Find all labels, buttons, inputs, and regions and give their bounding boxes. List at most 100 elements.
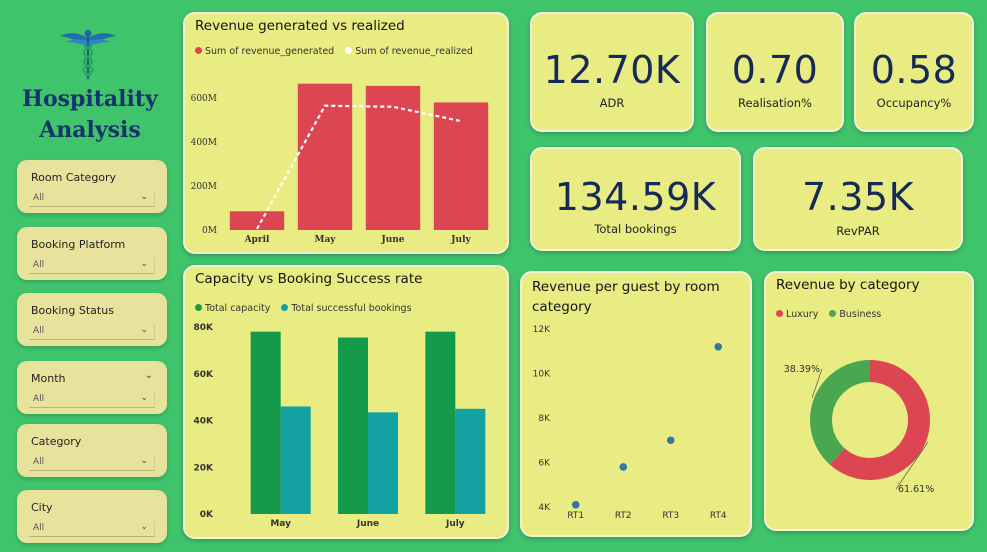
- y-tick-label: 20K: [194, 463, 215, 473]
- slicer-label: Room Category: [31, 171, 117, 184]
- chart-title: Revenue by category: [776, 277, 920, 293]
- caduceus-icon: [58, 24, 118, 80]
- slicer-value: All: [33, 394, 45, 404]
- slicer-dropdown[interactable]: All ⌄: [29, 324, 155, 340]
- brand-title: Hospitality Analysis: [10, 84, 170, 146]
- slicer-value: All: [33, 260, 45, 270]
- slicer-dropdown[interactable]: All ⌄: [29, 258, 155, 274]
- slicer-dropdown[interactable]: All ⌄: [29, 392, 155, 408]
- x-tick-label: May: [270, 519, 291, 529]
- slicer-room-category[interactable]: Room Category All ⌄: [17, 160, 167, 213]
- bar-successful-bookings: [368, 412, 398, 514]
- slicer-month[interactable]: Month ⌄ All ⌄: [17, 361, 167, 414]
- chevron-down-icon: ⌄: [140, 259, 148, 269]
- legend-item[interactable]: Sum of revenue_generated: [195, 46, 334, 57]
- bar-revenue-generated: [433, 102, 489, 230]
- slicer-label: City: [31, 501, 53, 514]
- kpi-card-occupancy[interactable]: 0.58 Occupancy%: [854, 12, 974, 132]
- legend-item[interactable]: Luxury: [776, 309, 818, 320]
- x-tick-label: RT4: [710, 511, 727, 521]
- donut-data-label: 61.61%: [898, 484, 934, 495]
- legend-item[interactable]: Total successful bookings: [281, 303, 412, 314]
- kpi-value: 134.59K: [554, 175, 717, 219]
- y-tick-label: 80K: [194, 323, 215, 333]
- scatter-point: [571, 500, 580, 509]
- chart-legend: Total capacity Total successful bookings: [195, 303, 420, 314]
- chart-title: Capacity vs Booking Success rate: [195, 271, 423, 287]
- donut-leader-line: [895, 441, 929, 490]
- slicer-category[interactable]: Category All ⌄: [17, 424, 167, 477]
- bar-revenue-generated: [297, 83, 353, 230]
- bar-total-capacity: [250, 331, 281, 514]
- kpi-card-revpar[interactable]: 7.35K RevPAR: [753, 147, 963, 251]
- y-tick-label: 10K: [533, 370, 551, 380]
- slicer-dropdown[interactable]: All ⌄: [29, 521, 155, 537]
- y-tick-label: 60K: [194, 370, 215, 380]
- slicer-dropdown[interactable]: All ⌄: [29, 455, 155, 471]
- x-tick-label: April: [244, 235, 270, 245]
- x-tick-label: RT2: [615, 511, 632, 521]
- scatter-point: [714, 343, 723, 351]
- bar-total-capacity: [338, 337, 368, 514]
- kpi-label: RevPAR: [836, 224, 880, 238]
- x-tick-label: RT3: [662, 511, 679, 521]
- revenue-chart-card[interactable]: Revenue generated vs realized Sum of rev…: [183, 12, 509, 254]
- scatter-point: [666, 436, 675, 445]
- kpi-value: 12.70K: [543, 48, 681, 92]
- donut-data-label: 38.39%: [784, 364, 820, 375]
- slicer-value: All: [33, 326, 45, 336]
- y-tick-label: 12K: [533, 325, 551, 335]
- y-tick-label: 40K: [194, 417, 215, 427]
- chevron-down-icon: ⌄: [140, 456, 148, 466]
- donut-leader-line: [811, 368, 823, 398]
- revenue-per-guest-card[interactable]: Revenue per guest by room category 4K 6K 8…: [520, 271, 752, 537]
- x-tick-label: July: [445, 519, 465, 529]
- donut-slice-luxury: [830, 360, 930, 480]
- y-tick-label: 0M: [202, 226, 217, 236]
- kpi-card-adr[interactable]: 12.70K ADR: [530, 12, 694, 132]
- chevron-down-icon: ⌄: [140, 393, 148, 403]
- revenue-by-category-card[interactable]: Revenue by category Luxury Business 61.6…: [764, 271, 974, 531]
- chart-title: Revenue per guest by room category: [532, 279, 720, 315]
- kpi-card-realisation[interactable]: 0.70 Realisation%: [706, 12, 844, 132]
- kpi-card-total-bookings[interactable]: 134.59K Total bookings: [530, 147, 741, 251]
- bar-total-capacity: [425, 331, 456, 514]
- slicer-booking-platform[interactable]: Booking Platform All ⌄: [17, 227, 167, 280]
- x-tick-label: May: [314, 235, 336, 245]
- capacity-chart-plot: 0K 20K 40K 60K 80K May June July: [194, 323, 486, 529]
- legend-item[interactable]: Business: [829, 309, 881, 320]
- kpi-label: Realisation%: [738, 96, 812, 110]
- scatter-point: [619, 463, 628, 471]
- kpi-label: Total bookings: [594, 222, 677, 236]
- x-tick-label: July: [450, 235, 471, 245]
- bar-successful-bookings: [455, 408, 486, 514]
- revenue-per-guest-plot: 4K 6K 8K 10K 12K RT1 RT2 RT3 RT4: [533, 325, 727, 521]
- kpi-label: ADR: [599, 96, 625, 110]
- chevron-down-icon[interactable]: ⌄: [144, 370, 153, 381]
- y-tick-label: 400M: [191, 138, 217, 148]
- slicer-label: Month: [31, 372, 66, 385]
- chevron-down-icon: ⌄: [140, 192, 148, 202]
- capacity-chart-card[interactable]: Capacity vs Booking Success rate Total c…: [183, 265, 509, 539]
- chevron-down-icon: ⌄: [140, 325, 148, 335]
- slicer-label: Category: [31, 435, 82, 448]
- legend-item[interactable]: Total capacity: [195, 303, 270, 314]
- revenue-chart-plot: 0M 200M 400M 600M April May June July: [191, 83, 489, 245]
- slicer-value: All: [33, 523, 45, 533]
- slicer-city[interactable]: City All ⌄: [17, 490, 167, 543]
- line-revenue-realized: [256, 104, 462, 230]
- y-tick-label: 600M: [191, 94, 217, 104]
- brand-line-1: Hospitality: [22, 86, 158, 112]
- legend-item[interactable]: Sum of revenue_realized: [345, 46, 473, 57]
- slicer-booking-status[interactable]: Booking Status All ⌄: [17, 293, 167, 346]
- kpi-value: 0.58: [870, 48, 958, 92]
- slicer-label: Booking Platform: [31, 238, 126, 251]
- y-tick-label: 0K: [200, 510, 214, 520]
- x-tick-label: June: [356, 519, 379, 529]
- x-tick-label: June: [380, 235, 404, 245]
- bar-revenue-generated: [229, 211, 285, 230]
- donut-slice-business: [810, 360, 870, 465]
- slicer-dropdown[interactable]: All ⌄: [29, 191, 155, 207]
- slicer-value: All: [33, 193, 45, 203]
- kpi-label: Occupancy%: [876, 96, 952, 110]
